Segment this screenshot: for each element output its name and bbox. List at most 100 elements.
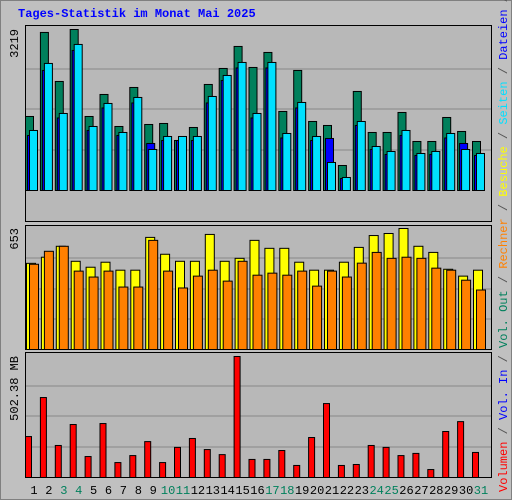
bar xyxy=(446,269,457,351)
bar xyxy=(58,112,68,191)
x-tick-label: 1 xyxy=(30,484,37,498)
x-tick-label: 11 xyxy=(176,484,190,498)
bar xyxy=(207,95,217,191)
bar xyxy=(144,441,152,478)
x-tick-label: 8 xyxy=(135,484,142,498)
x-tick-label: 24 xyxy=(369,484,383,498)
x-tick-label: 27 xyxy=(414,484,428,498)
x-tick-label: 22 xyxy=(340,484,354,498)
bar xyxy=(58,245,69,350)
bar xyxy=(263,458,271,478)
legend-entry: Dateien xyxy=(497,9,511,59)
bar xyxy=(133,286,144,350)
bar xyxy=(461,148,471,191)
legend-entry: Vol. In xyxy=(497,370,511,420)
bar xyxy=(133,96,143,191)
legend-separator: / xyxy=(497,197,511,219)
x-tick-label: 15 xyxy=(235,484,249,498)
bar xyxy=(159,462,167,478)
x-tick-label: 6 xyxy=(105,484,112,498)
bar xyxy=(308,437,316,478)
bar xyxy=(252,274,263,350)
legend-entry: Besuche xyxy=(497,146,511,196)
x-tick-label: 19 xyxy=(295,484,309,498)
chart-title: Tages-Statistik im Monat Mai 2025 xyxy=(18,7,256,21)
bar xyxy=(446,132,456,192)
bar xyxy=(129,455,137,479)
bar xyxy=(237,260,248,350)
bar xyxy=(472,451,479,478)
bar xyxy=(118,286,129,350)
bar xyxy=(88,276,99,351)
bar xyxy=(148,148,158,191)
bar xyxy=(412,452,420,478)
bar xyxy=(282,274,293,350)
bar xyxy=(73,270,84,350)
bar xyxy=(356,262,367,351)
bar xyxy=(54,444,62,479)
bar xyxy=(192,275,203,350)
bar xyxy=(88,125,98,191)
x-tick-label: 16 xyxy=(250,484,264,498)
bar xyxy=(203,449,211,479)
bar xyxy=(341,176,351,191)
bar xyxy=(25,436,32,479)
bar xyxy=(293,464,301,479)
x-tick-label: 5 xyxy=(90,484,97,498)
bar xyxy=(416,152,426,192)
legend-entry: Seiten xyxy=(497,81,511,124)
bar xyxy=(148,239,159,350)
bar xyxy=(327,161,336,191)
bar xyxy=(252,112,262,191)
bar xyxy=(29,263,39,350)
x-tick-label: 3 xyxy=(60,484,67,498)
bar xyxy=(327,270,337,350)
legend-separator: / xyxy=(497,125,511,147)
bar xyxy=(248,458,256,478)
bar xyxy=(371,145,381,191)
bar xyxy=(43,250,54,350)
x-tick-label: 17 xyxy=(265,484,279,498)
bar xyxy=(114,462,122,478)
bar xyxy=(29,129,38,191)
bar xyxy=(73,43,83,191)
bar xyxy=(178,287,188,351)
x-tick-label: 2 xyxy=(45,484,52,498)
bar xyxy=(163,270,174,350)
bar xyxy=(427,469,435,478)
x-tick-label: 23 xyxy=(355,484,369,498)
bar xyxy=(323,403,330,478)
x-tick-label: 4 xyxy=(75,484,82,498)
bar xyxy=(341,276,352,351)
bar xyxy=(401,129,411,191)
bar xyxy=(386,257,397,350)
legend-separator: / xyxy=(497,60,511,82)
bar xyxy=(382,446,390,479)
bar xyxy=(233,356,241,478)
bar xyxy=(297,270,308,350)
x-tick-label: 10 xyxy=(161,484,175,498)
y-tick-label: 3219 xyxy=(8,29,22,58)
legend-separator: / xyxy=(497,269,511,291)
bar xyxy=(99,423,107,478)
bar xyxy=(312,135,322,192)
bar xyxy=(69,424,77,478)
legend: Volumen / Vol. In / Vol. Out / Rechner /… xyxy=(497,0,511,492)
legend-separator: / xyxy=(497,0,511,9)
bar xyxy=(103,102,113,191)
bar xyxy=(416,257,427,350)
x-tick-label: 29 xyxy=(444,484,458,498)
y-tick-label: 502.38 MB xyxy=(8,356,22,421)
bar xyxy=(282,132,292,192)
x-tick-label: 9 xyxy=(150,484,157,498)
bar xyxy=(401,256,412,350)
x-tick-label: 30 xyxy=(459,484,473,498)
x-tick-label: 25 xyxy=(384,484,398,498)
x-tick-label: 20 xyxy=(310,484,324,498)
bar xyxy=(188,437,196,478)
bar xyxy=(237,61,247,191)
panel xyxy=(25,352,492,478)
bar xyxy=(371,251,382,350)
x-tick-label: 21 xyxy=(325,484,339,498)
bar xyxy=(461,279,472,350)
